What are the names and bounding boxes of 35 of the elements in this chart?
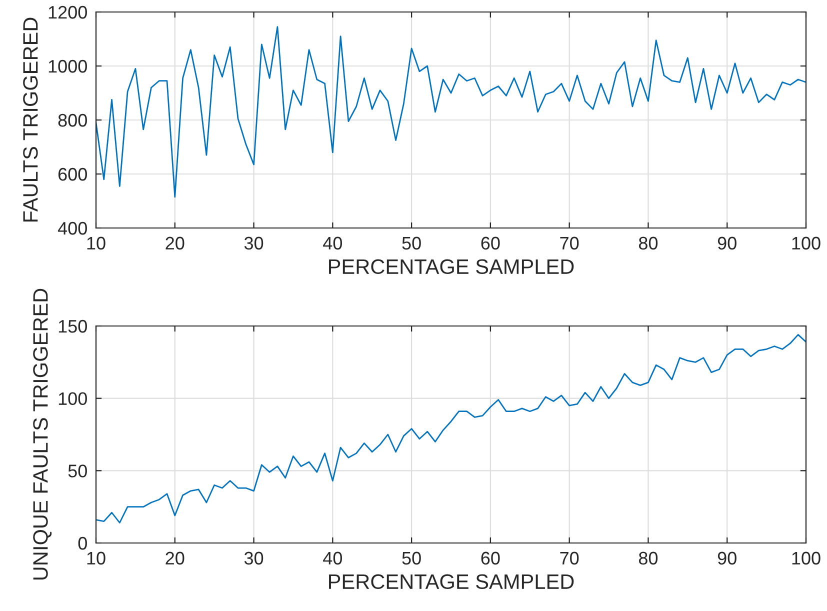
line-series	[96, 334, 806, 524]
y-axis-title: FAULTS TRIGGERED	[23, 18, 38, 222]
x-tick-label: 40	[323, 552, 342, 565]
x-tick-label: 100	[792, 236, 820, 250]
x-tick-label: 80	[638, 552, 658, 565]
y-tick-label: 50	[68, 464, 87, 478]
x-tick-label: 50	[402, 552, 421, 565]
y-tick-label: 0	[78, 536, 87, 550]
x-tick-label: 70	[560, 236, 579, 250]
line-series	[96, 26, 806, 198]
x-tick-label: 20	[166, 236, 184, 250]
y-axis-title: UNIQUE FAULTS TRIGGERED	[33, 288, 52, 580]
x-tick-label: 90	[718, 236, 736, 250]
x-tick-label: 60	[481, 236, 500, 250]
y-tick-label: 1000	[48, 60, 87, 73]
y-tick-label: 800	[58, 114, 87, 127]
y-tick-label: 100	[58, 392, 87, 406]
x-tick-label: 30	[244, 236, 264, 250]
x-tick-label: 20	[166, 552, 184, 565]
x-tick-label: 40	[323, 236, 342, 250]
x-axis-title: PERCENTAGE SAMPLED	[329, 574, 574, 590]
x-tick-label: 10	[87, 236, 106, 250]
x-tick-label: 100	[792, 552, 820, 565]
y-tick-label: 1200	[48, 6, 87, 19]
y-tick-label: 400	[58, 222, 87, 235]
x-tick-label: 90	[718, 552, 736, 565]
y-tick-label: 600	[58, 168, 87, 181]
y-tick-label: 150	[58, 320, 87, 333]
x-tick-label: 10	[87, 552, 106, 565]
x-tick-label: 50	[402, 236, 421, 250]
x-tick-label: 30	[244, 552, 264, 565]
x-axis-title: PERCENTAGE SAMPLED	[329, 259, 574, 274]
x-tick-label: 60	[481, 552, 500, 565]
x-tick-label: 80	[638, 236, 658, 250]
x-tick-label: 70	[560, 552, 579, 565]
